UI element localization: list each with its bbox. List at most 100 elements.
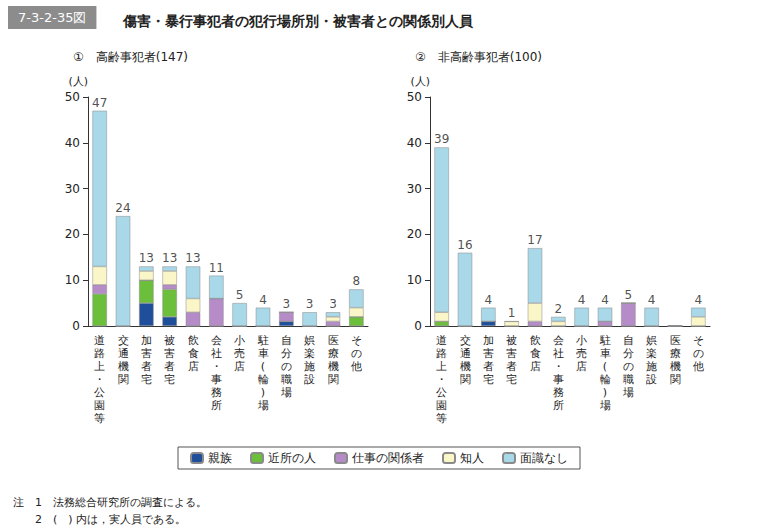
svg-text:・: ・ xyxy=(553,360,564,373)
svg-text:害: 害 xyxy=(506,347,517,360)
svg-text:飲: 飲 xyxy=(530,334,541,347)
svg-text:の: の xyxy=(693,347,704,360)
svg-text:駐: 駐 xyxy=(599,334,611,347)
svg-text:2 ( ) 内は，実人員である。: 2 ( ) 内は，実人員である。 xyxy=(13,513,186,526)
svg-text:仕事の関係者: 仕事の関係者 xyxy=(351,451,424,465)
svg-text:(: ( xyxy=(603,360,607,373)
svg-text:5: 5 xyxy=(236,288,244,302)
svg-text:10: 10 xyxy=(65,273,80,287)
svg-text:場: 場 xyxy=(599,399,611,412)
svg-text:食: 食 xyxy=(530,347,541,360)
svg-text:の: の xyxy=(281,360,292,373)
svg-text:13: 13 xyxy=(162,251,177,265)
svg-text:務: 務 xyxy=(211,386,222,399)
svg-text:40: 40 xyxy=(65,136,80,150)
svg-text:機: 機 xyxy=(460,360,471,373)
svg-text:11: 11 xyxy=(209,261,224,275)
svg-text:設: 設 xyxy=(646,373,657,386)
svg-text:機: 機 xyxy=(118,360,129,373)
svg-text:店: 店 xyxy=(234,360,245,373)
svg-text:親族: 親族 xyxy=(208,451,232,465)
svg-text:楽: 楽 xyxy=(304,347,315,360)
svg-text:17: 17 xyxy=(527,233,542,247)
svg-text:50: 50 xyxy=(65,90,80,104)
svg-text:4: 4 xyxy=(485,293,493,307)
svg-text:の: の xyxy=(351,347,362,360)
svg-text:39: 39 xyxy=(434,132,449,146)
svg-text:害: 害 xyxy=(483,347,494,360)
svg-text:16: 16 xyxy=(457,238,472,252)
svg-text:輪: 輪 xyxy=(258,373,269,386)
svg-text:交: 交 xyxy=(118,334,129,347)
svg-text:公: 公 xyxy=(436,386,447,399)
svg-text:(人): (人) xyxy=(68,75,88,88)
svg-text:近所の人: 近所の人 xyxy=(268,451,316,465)
svg-text:車: 車 xyxy=(258,347,269,360)
svg-text:施: 施 xyxy=(304,360,315,373)
svg-text:売: 売 xyxy=(234,347,245,360)
svg-text:・: ・ xyxy=(211,360,222,373)
svg-text:食: 食 xyxy=(188,347,199,360)
svg-text:10: 10 xyxy=(407,273,422,287)
svg-text:4: 4 xyxy=(259,293,267,307)
svg-text:3: 3 xyxy=(283,297,291,311)
svg-text:② 非高齢事犯者(100): ② 非高齢事犯者(100) xyxy=(415,50,542,64)
svg-text:(: ( xyxy=(261,360,265,373)
svg-text:宅: 宅 xyxy=(506,373,517,386)
svg-text:公: 公 xyxy=(94,386,105,399)
svg-text:道: 道 xyxy=(436,334,447,347)
svg-text:他: 他 xyxy=(351,360,362,373)
svg-text:20: 20 xyxy=(407,227,422,241)
svg-text:面識なし: 面識なし xyxy=(520,451,568,465)
svg-text:会: 会 xyxy=(211,334,222,347)
svg-text:の: の xyxy=(623,360,634,373)
svg-text:等: 等 xyxy=(94,412,105,425)
svg-text:者: 者 xyxy=(141,360,152,373)
svg-text:輪: 輪 xyxy=(600,373,611,386)
svg-text:): ) xyxy=(603,386,607,399)
svg-text:務: 務 xyxy=(553,386,564,399)
svg-text:社: 社 xyxy=(553,347,564,360)
svg-text:0: 0 xyxy=(72,319,80,333)
svg-text:職: 職 xyxy=(623,373,634,386)
svg-text:事: 事 xyxy=(211,373,222,386)
svg-text:4: 4 xyxy=(578,293,586,307)
svg-text:害: 害 xyxy=(164,347,175,360)
svg-text:7-3-2-35図: 7-3-2-35図 xyxy=(18,10,86,25)
svg-text:・: ・ xyxy=(436,373,447,386)
svg-text:療: 療 xyxy=(670,347,681,360)
svg-text:40: 40 xyxy=(407,136,422,150)
svg-text:注 1 法務総合研究所の調査による。: 注 1 法務総合研究所の調査による。 xyxy=(13,496,207,509)
svg-text:関: 関 xyxy=(328,373,339,386)
svg-text:交: 交 xyxy=(460,334,471,347)
svg-text:小: 小 xyxy=(234,334,245,347)
svg-text:店: 店 xyxy=(530,360,541,373)
svg-text:場: 場 xyxy=(622,386,634,399)
svg-text:通: 通 xyxy=(118,347,129,360)
svg-text:設: 設 xyxy=(304,373,315,386)
svg-text:上: 上 xyxy=(436,360,447,373)
svg-text:機: 機 xyxy=(328,360,339,373)
svg-text:関: 関 xyxy=(460,373,471,386)
svg-text:被: 被 xyxy=(506,334,517,347)
svg-text:4: 4 xyxy=(648,293,656,307)
svg-text:宅: 宅 xyxy=(483,373,494,386)
svg-text:5: 5 xyxy=(625,288,633,302)
svg-text:24: 24 xyxy=(115,201,130,215)
svg-text:47: 47 xyxy=(92,96,107,110)
svg-text:(人): (人) xyxy=(410,75,430,88)
svg-text:楽: 楽 xyxy=(646,347,657,360)
svg-text:宅: 宅 xyxy=(141,373,152,386)
svg-text:知人: 知人 xyxy=(460,451,484,465)
svg-text:会: 会 xyxy=(553,334,564,347)
svg-text:13: 13 xyxy=(185,251,200,265)
svg-text:3: 3 xyxy=(306,297,314,311)
svg-text:園: 園 xyxy=(94,399,105,412)
svg-text:路: 路 xyxy=(94,347,105,360)
svg-text:職: 職 xyxy=(281,373,292,386)
svg-text:13: 13 xyxy=(139,251,154,265)
svg-text:): ) xyxy=(261,386,265,399)
svg-text:場: 場 xyxy=(257,399,269,412)
svg-text:害: 害 xyxy=(141,347,152,360)
svg-text:事: 事 xyxy=(553,373,564,386)
